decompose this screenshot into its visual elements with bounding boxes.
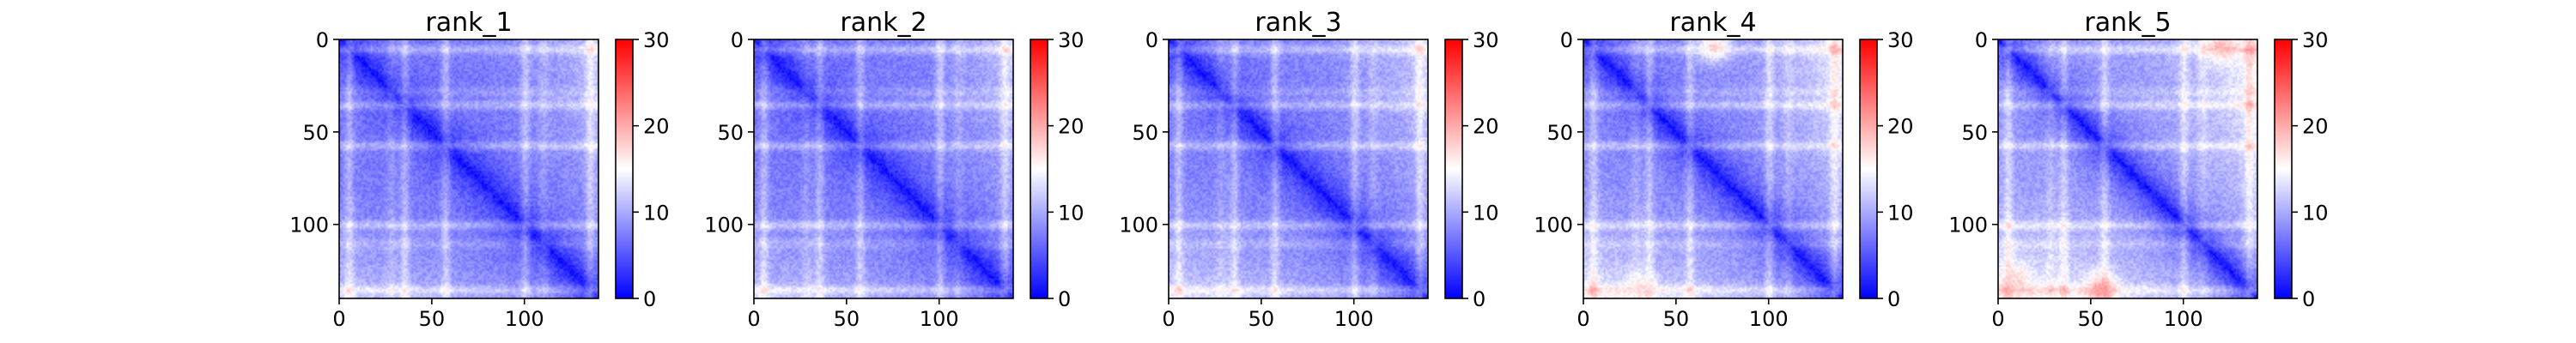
- panel-title: rank_1: [425, 8, 512, 38]
- y-tick-label: 50: [302, 121, 329, 145]
- y-tick-label: 100: [289, 214, 329, 238]
- x-tick-label: 50: [1663, 307, 1690, 331]
- panel-title: rank_2: [840, 8, 927, 38]
- colorbar-tick-label: 10: [2302, 201, 2329, 225]
- heatmap-panel-5: rank_5 0 50 100 0 50 100 0 10 20 30: [1948, 8, 2328, 331]
- colorbar-tick-label: 20: [1473, 115, 1499, 139]
- heatmap-matrix: [1169, 39, 1428, 298]
- heatmap-panel-4: rank_4 0 50 100 0 50 100 0 10 20 30: [1534, 8, 1913, 331]
- y-tick-label: 0: [1560, 28, 1573, 52]
- colorbar: [1860, 39, 1877, 298]
- x-tick-label: 0: [332, 307, 345, 331]
- heatmap-matrix: [1998, 39, 2257, 298]
- colorbar: [1030, 39, 1048, 298]
- y-tick-label: 100: [1534, 214, 1573, 238]
- colorbar: [616, 39, 633, 298]
- heatmap-panel-1: rank_1 0 50 100 0 50 100 0 10 20 30: [289, 8, 669, 331]
- colorbar-tick-label: 10: [643, 201, 670, 225]
- colorbar-tick-label: 30: [643, 28, 670, 52]
- x-tick-label: 0: [1577, 307, 1589, 331]
- y-tick-label: 50: [1132, 121, 1158, 145]
- x-tick-label: 0: [1991, 307, 2004, 331]
- colorbar-frame: [1030, 39, 1048, 299]
- axes-frame: [338, 39, 599, 299]
- heatmap-matrix: [339, 39, 598, 298]
- x-tick-label: 100: [920, 307, 959, 331]
- colorbar-tick-label: 0: [1473, 287, 1485, 311]
- colorbar-tick-label: 20: [1887, 115, 1914, 139]
- y-tick-label: 0: [1145, 28, 1158, 52]
- axes-frame: [1583, 39, 1844, 299]
- x-tick-label: 100: [2164, 307, 2203, 331]
- colorbar-tick-label: 20: [1058, 115, 1084, 139]
- colorbar-tick-label: 20: [643, 115, 670, 139]
- x-tick-label: 100: [1749, 307, 1789, 331]
- colorbar-tick-label: 10: [1473, 201, 1499, 225]
- y-tick-label: 50: [717, 121, 744, 145]
- y-tick-label: 0: [1975, 28, 1988, 52]
- y-tick-label: 50: [1546, 121, 1573, 145]
- colorbar-tick-label: 0: [1058, 287, 1071, 311]
- colorbar-tick-label: 30: [1058, 28, 1084, 52]
- colorbar-frame: [1444, 39, 1463, 299]
- y-tick-label: 100: [704, 214, 744, 238]
- colorbar-tick-label: 30: [1473, 28, 1499, 52]
- x-tick-label: 50: [1249, 307, 1275, 331]
- colorbar-tick-label: 10: [1058, 201, 1084, 225]
- colorbar-tick-label: 30: [1887, 28, 1914, 52]
- x-tick-label: 100: [1334, 307, 1374, 331]
- colorbar-tick-label: 20: [2302, 115, 2329, 139]
- x-tick-label: 0: [747, 307, 760, 331]
- x-tick-label: 100: [505, 307, 544, 331]
- heatmap-matrix: [754, 39, 1013, 298]
- colorbar-tick-label: 30: [2302, 28, 2329, 52]
- colorbar: [2275, 39, 2292, 298]
- y-tick-label: 100: [1948, 214, 1988, 238]
- x-tick-label: 50: [419, 307, 446, 331]
- panel-title: rank_5: [2084, 8, 2171, 38]
- panel-title: rank_4: [1669, 8, 1756, 38]
- heatmap-matrix: [1583, 39, 1843, 298]
- colorbar: [1445, 39, 1462, 298]
- colorbar-tick-label: 0: [643, 287, 656, 311]
- y-tick-label: 0: [731, 28, 744, 52]
- x-tick-label: 0: [1162, 307, 1175, 331]
- colorbar-tick-label: 0: [1887, 287, 1900, 311]
- colorbar-tick-label: 0: [2302, 287, 2315, 311]
- y-tick-label: 50: [1961, 121, 1988, 145]
- panel-title: rank_3: [1255, 8, 1341, 38]
- axes-frame: [1997, 39, 2258, 299]
- axes-frame: [753, 39, 1014, 299]
- y-tick-label: 0: [316, 28, 329, 52]
- axes-frame: [1168, 39, 1429, 299]
- heatmap-panel-3: rank_3 0 50 100 0 50 100 0 10 20 30: [1119, 8, 1498, 331]
- x-tick-label: 50: [2078, 307, 2105, 331]
- colorbar-frame: [1859, 39, 1878, 299]
- heatmap-panel-2: rank_2 0 50 100 0 50 100 0 10 20 30: [704, 8, 1084, 331]
- colorbar-frame: [2274, 39, 2293, 299]
- colorbar-frame: [615, 39, 634, 299]
- colorbar-tick-label: 10: [1887, 201, 1914, 225]
- y-tick-label: 100: [1119, 214, 1158, 238]
- x-tick-label: 50: [834, 307, 860, 331]
